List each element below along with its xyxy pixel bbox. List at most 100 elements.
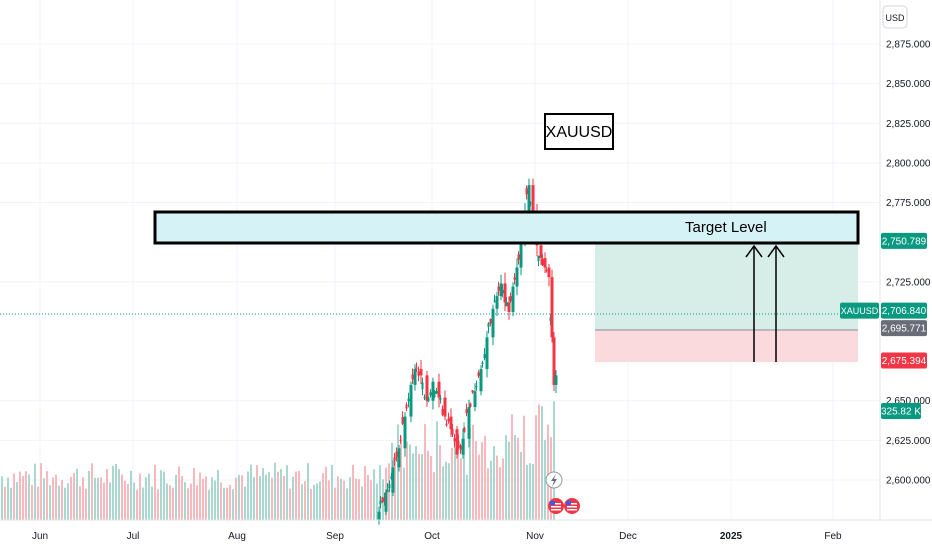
- currency-label: USD: [885, 13, 905, 23]
- volume-bar: [88, 470, 90, 520]
- volume-bar: [451, 447, 453, 520]
- volume-bar: [142, 487, 144, 520]
- price-tick-label: 2,800.000: [886, 158, 931, 169]
- volume-bar: [136, 489, 138, 520]
- candle: [550, 269, 554, 343]
- price-tick-label: 2,850.000: [886, 79, 931, 90]
- price-tick-label: 2,650.000: [886, 396, 931, 407]
- volume-bar: [208, 489, 210, 520]
- volume-bar: [166, 483, 168, 520]
- volume-bar: [79, 486, 81, 520]
- volume-bar: [247, 471, 249, 520]
- volume-bar: [22, 476, 24, 520]
- volume-bar: [493, 445, 495, 520]
- volume-bar: [118, 469, 120, 520]
- volume-bar: [400, 436, 402, 520]
- volume-bar: [409, 444, 411, 520]
- candle: [525, 185, 528, 200]
- volume-bar: [91, 463, 93, 520]
- volume-bar: [532, 463, 534, 520]
- candle: [473, 383, 477, 412]
- volume-bar: [43, 478, 45, 520]
- volume-bar: [520, 451, 522, 520]
- volume-bar: [16, 482, 18, 520]
- volume-bar: [121, 474, 123, 520]
- candle: [463, 426, 466, 433]
- candle: [543, 252, 547, 274]
- time-tick-label: Jul: [127, 531, 140, 542]
- candle: [409, 381, 413, 423]
- volume-bar: [295, 471, 297, 520]
- volume-bar: [58, 485, 60, 520]
- candle: [552, 332, 556, 391]
- candle: [461, 428, 465, 459]
- up-arrow-right: [767, 244, 785, 362]
- volume-bar: [154, 464, 156, 520]
- volume-bar: [139, 473, 141, 520]
- volume-bar: [238, 474, 240, 520]
- volume-bar: [424, 424, 426, 520]
- price-tick-label: 2,825.000: [886, 119, 931, 130]
- volume-bar: [49, 485, 51, 520]
- volume-bar: [433, 472, 435, 520]
- volume-bar: [172, 487, 174, 520]
- price-axis[interactable]: 2,875.000 2,850.000 2,825.000 2,800.000 2,77…: [886, 40, 931, 487]
- candle: [429, 389, 432, 398]
- volume-bar: [481, 442, 483, 520]
- volume-bar: [544, 440, 546, 520]
- volume-bar: [517, 437, 519, 520]
- volume-bar: [292, 476, 294, 520]
- volume-bar: [304, 481, 306, 520]
- candle: [381, 496, 384, 503]
- volume-bar: [211, 477, 213, 520]
- volume-badge-label: 325.82 K: [881, 407, 921, 418]
- candle: [513, 273, 516, 285]
- volume-bar: [340, 478, 342, 520]
- volume-bar: [4, 486, 6, 520]
- candle: [384, 489, 388, 516]
- volume-bar: [34, 463, 36, 520]
- time-axis[interactable]: Jun Jul Aug Sep Oct Nov Dec 2025 Feb: [32, 531, 842, 542]
- us-flag-icon[interactable]: [548, 498, 564, 514]
- volume-bar: [202, 478, 204, 520]
- volume-bar: [76, 468, 78, 520]
- target-level-label: Target Level: [685, 219, 767, 236]
- candle: [388, 480, 391, 493]
- volume-bar: [160, 470, 162, 520]
- volume-bar: [376, 483, 378, 520]
- volume-bar: [205, 476, 207, 520]
- currency-button[interactable]: [882, 5, 908, 29]
- volume-bar: [46, 471, 48, 520]
- volume-bar: [487, 468, 489, 520]
- candle: [437, 373, 441, 408]
- symbol-tag: [840, 302, 879, 319]
- us-flag-icon-2[interactable]: [564, 498, 580, 514]
- candle: [517, 251, 520, 265]
- target-zone[interactable]: [153, 210, 860, 245]
- symbol-box[interactable]: [544, 113, 614, 150]
- volume-bar: [193, 467, 195, 520]
- volume-bar: [226, 487, 228, 520]
- volume-bar: [445, 461, 447, 520]
- volume-bar: [262, 467, 264, 520]
- volume-bar: [466, 474, 468, 520]
- profit-zone: [595, 244, 858, 330]
- price-badge-stop: 2,675.394: [881, 352, 927, 369]
- volume-bar: [460, 458, 462, 520]
- volume-bar: [535, 415, 537, 520]
- candle: [493, 294, 496, 303]
- candle: [435, 387, 438, 395]
- volume-bar: [178, 466, 180, 520]
- volume-bar: [133, 482, 135, 520]
- volume-bar: [181, 476, 183, 520]
- volume-bar: [37, 486, 39, 520]
- volume-bar: [256, 465, 258, 520]
- lightning-icon[interactable]: [545, 471, 563, 489]
- volume-bar: [55, 474, 57, 520]
- volume-bar: [496, 455, 498, 520]
- volume-bar: [421, 454, 423, 520]
- volume-bar: [322, 473, 324, 520]
- volume-bar: [199, 472, 201, 520]
